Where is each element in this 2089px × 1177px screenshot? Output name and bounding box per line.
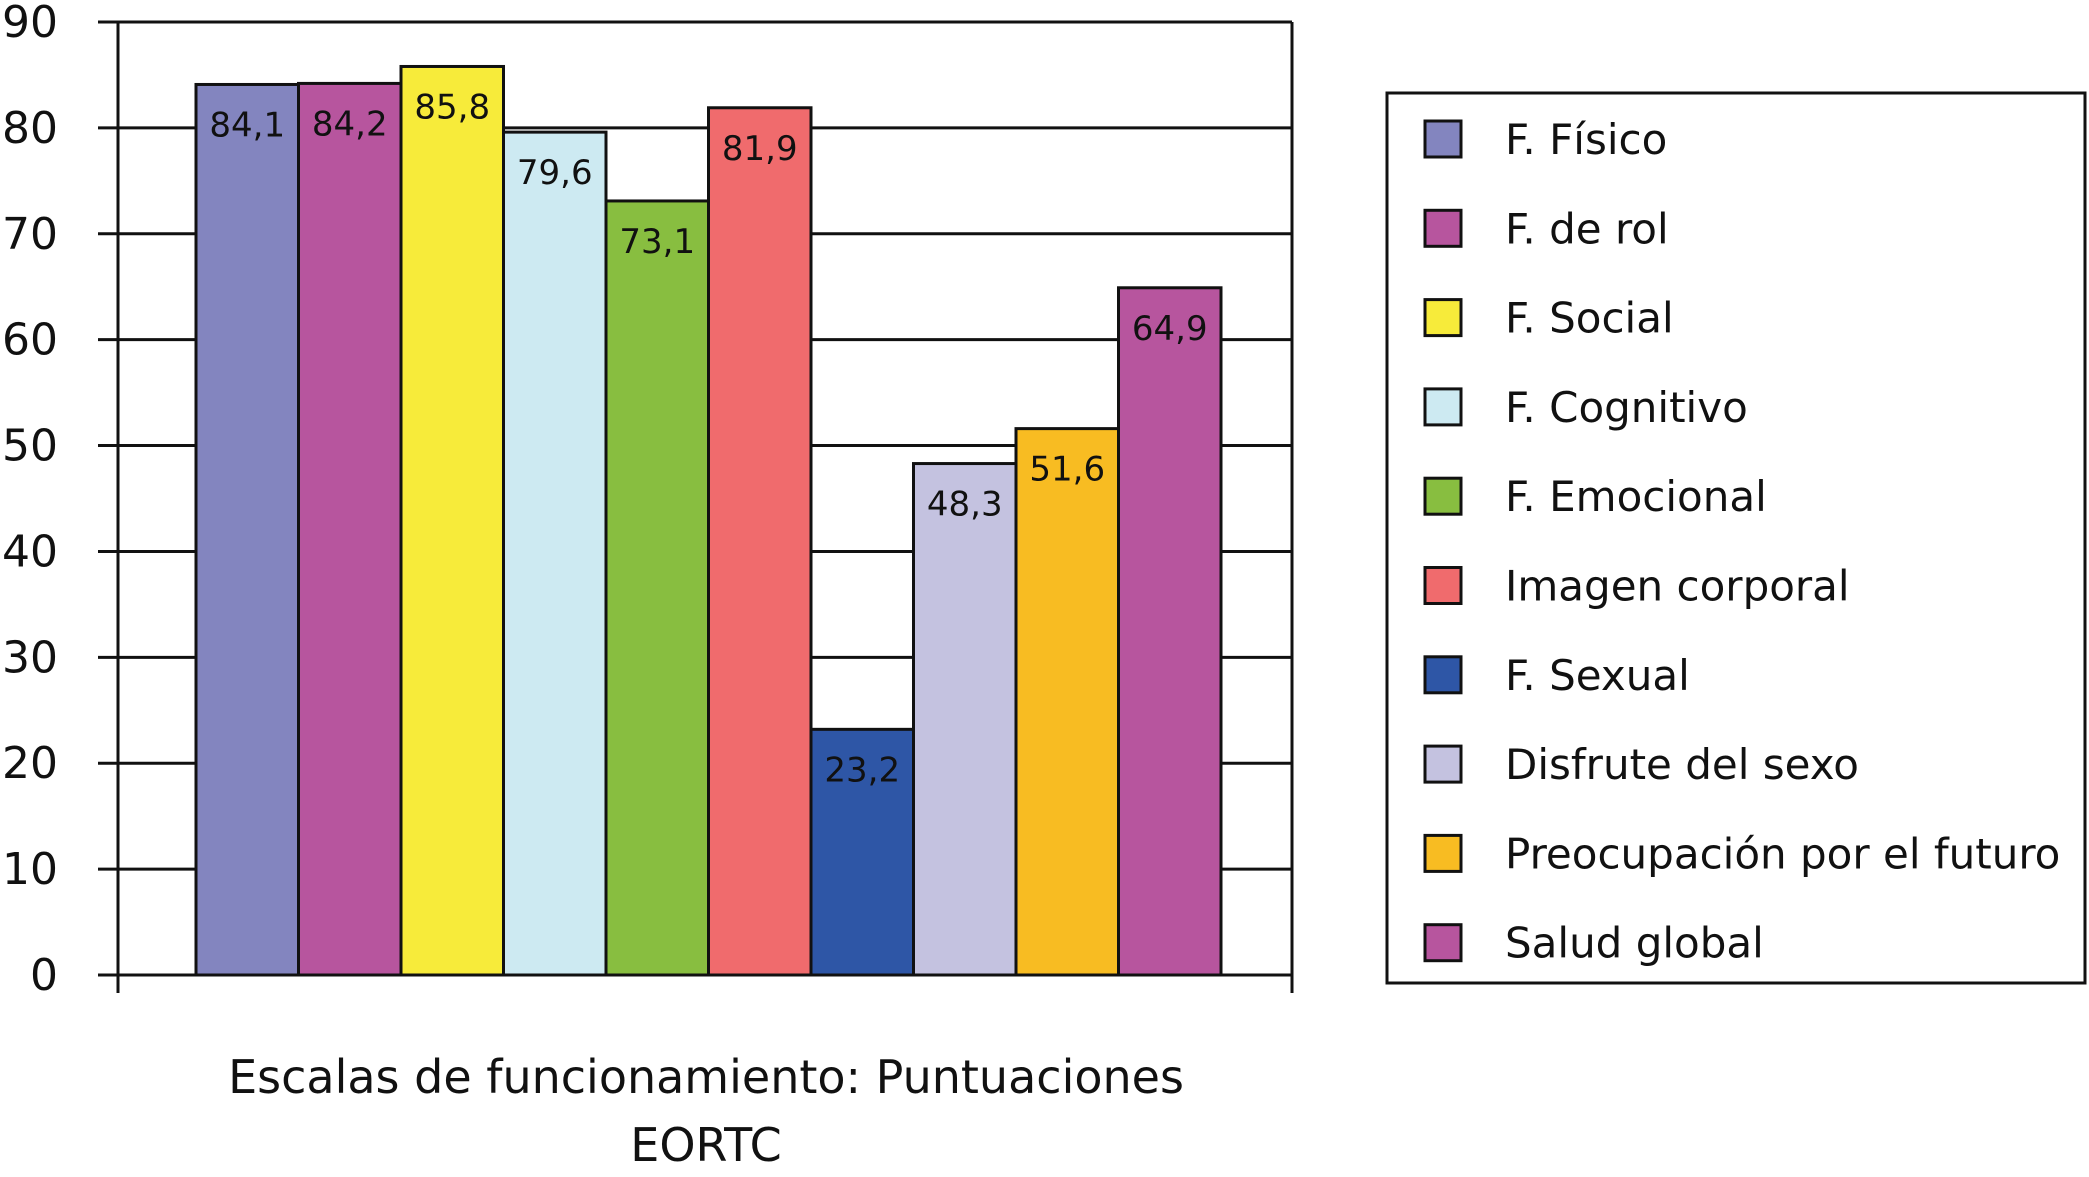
y-tick-label: 30 [2, 632, 58, 683]
bar-value-label: 73,1 [619, 222, 695, 262]
bar [502, 130, 608, 977]
bar [1014, 427, 1120, 977]
legend-swatch [1423, 833, 1463, 873]
y-tick-label: 20 [2, 738, 58, 789]
bar-value-label: 64,9 [1132, 309, 1208, 349]
bar [809, 727, 915, 977]
y-tick-label: 80 [2, 103, 58, 154]
bar [912, 462, 1018, 977]
x-axis-title-line: EORTC [630, 1118, 781, 1172]
y-tick-label: 90 [2, 0, 58, 48]
bar [399, 64, 505, 977]
x-axis-title: Escalas de funcionamiento: Puntuaciones E… [228, 1050, 1184, 1172]
legend-box [1385, 91, 2087, 985]
legend-entry-label: Disfrute del sexo [1505, 740, 1859, 789]
bar-value-label: 84,1 [209, 105, 285, 145]
value-labels: 84,1 84,2 85,8 79,6 73,1 81,9 23,2 48,3 51,6 64,9 [209, 87, 1207, 790]
bar [604, 199, 710, 977]
legend-swatch [1423, 387, 1463, 427]
bar-value-label: 85,8 [414, 87, 490, 127]
bar [1117, 286, 1223, 977]
axes [98, 20, 1294, 993]
y-tick-label: 50 [2, 421, 58, 472]
bar [707, 106, 813, 977]
bar-value-label: 51,6 [1029, 450, 1105, 490]
legend-swatch [1423, 119, 1463, 159]
legend-swatch [1423, 208, 1463, 248]
legend-entry-label: Preocupación por el futuro [1505, 829, 2060, 878]
legend-entry-label: F. Cognitivo [1505, 383, 1748, 432]
y-tick-label: 10 [2, 844, 58, 895]
legend-entry-label: F. Físico [1505, 115, 1667, 164]
bar-value-label: 84,2 [312, 104, 388, 144]
legend-swatch [1423, 744, 1463, 784]
legend-entry-label: F. Emocional [1505, 472, 1767, 521]
bar [297, 81, 403, 977]
bar-value-label: 23,2 [824, 750, 900, 790]
legend-entry-label: Imagen corporal [1505, 562, 1850, 611]
x-axis-title-line: Escalas de funcionamiento: Puntuaciones [228, 1050, 1184, 1104]
bars [194, 64, 1223, 977]
y-tick-label: 40 [2, 526, 58, 577]
bar-value-label: 48,3 [927, 485, 1003, 525]
legend-entry-label: F. de rol [1505, 204, 1669, 253]
legend-swatch [1423, 923, 1463, 963]
legend-entry-label: Salud global [1505, 919, 1764, 968]
legend-swatch [1423, 476, 1463, 516]
y-tick-label: 0 [30, 950, 58, 1001]
legend-entry-label: F. Social [1505, 294, 1674, 343]
legend-entry-label: F. Sexual [1505, 651, 1690, 700]
legend: F. Físico F. de rol F. Social F. Cognitivo F… [1385, 91, 2087, 985]
bar-value-label: 81,9 [722, 129, 798, 169]
legend-swatch [1423, 298, 1463, 338]
y-tick-label: 70 [2, 209, 58, 260]
legend-swatch [1423, 566, 1463, 605]
bar [194, 82, 300, 977]
bar-value-label: 79,6 [517, 153, 593, 193]
y-tick-label: 60 [2, 315, 58, 366]
y-axis-ticks: 0 10 20 30 40 50 60 70 80 90 [2, 0, 118, 1001]
legend-swatch [1423, 655, 1463, 695]
